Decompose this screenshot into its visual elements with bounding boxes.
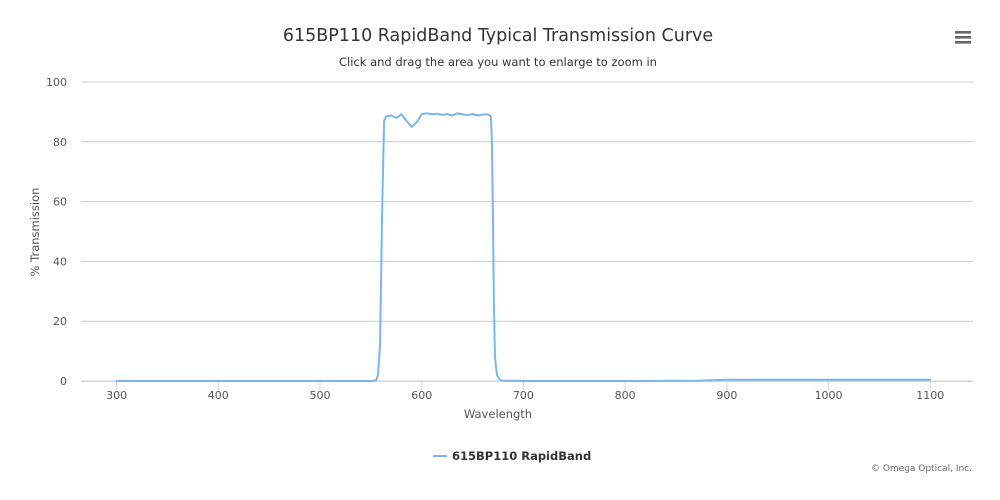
x-tick-label: 600 — [411, 389, 432, 402]
x-tick-label: 500 — [310, 389, 331, 402]
y-tick-label: 100 — [46, 76, 67, 89]
grid-lines — [81, 81, 973, 382]
chart-title: 615BP110 RapidBand Typical Transmission … — [283, 26, 713, 46]
hamburger-icon — [955, 31, 971, 44]
x-tick-label: 1000 — [815, 389, 843, 402]
y-tick-label: 40 — [53, 255, 67, 268]
legend-label: 615BP110 RapidBand — [452, 449, 591, 463]
y-tick-label: 0 — [60, 375, 67, 388]
context-menu-button[interactable] — [950, 26, 976, 48]
legend-item[interactable]: 615BP110 RapidBand — [433, 449, 591, 463]
y-tick-label: 20 — [53, 315, 67, 328]
x-tick-label: 1100 — [916, 389, 944, 402]
plot-area[interactable] — [115, 112, 932, 382]
x-axis-ticks: 300 400 500 600 700 800 900 1000 1100 — [81, 381, 973, 402]
x-tick-label: 700 — [513, 389, 534, 402]
x-tick-label: 400 — [208, 389, 229, 402]
chart-subtitle: Click and drag the area you want to enla… — [339, 55, 657, 69]
series-line[interactable] — [115, 112, 932, 382]
x-tick-label: 800 — [615, 389, 636, 402]
y-tick-label: 80 — [53, 136, 67, 149]
x-axis-title: Wavelength — [464, 407, 532, 421]
x-tick-label: 300 — [106, 389, 127, 402]
y-axis-ticks: 0 20 40 60 80 100 — [46, 76, 67, 388]
x-tick-label: 900 — [716, 389, 737, 402]
y-tick-label: 60 — [53, 196, 67, 209]
credits-label[interactable]: © Omega Optical, Inc. — [871, 464, 972, 474]
y-axis-title: % Transmission — [28, 188, 42, 277]
